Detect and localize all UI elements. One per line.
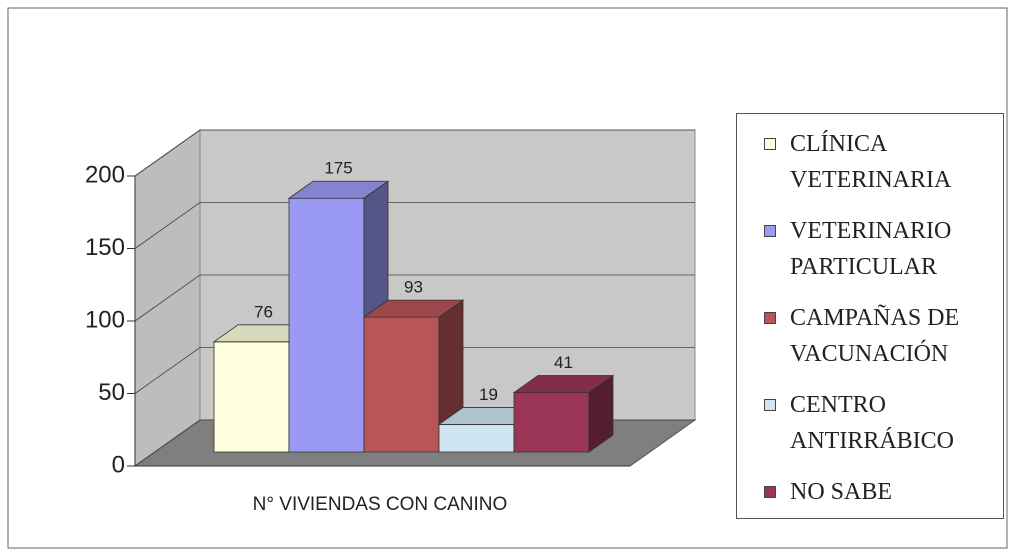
legend: CLÍNICA VETERINARIA VETERINARIO PARTICULA… [736,113,1004,519]
bar-front [288,197,365,453]
legend-swatch [764,225,776,237]
grid-line [134,202,695,249]
bar [512,374,615,453]
bar-side [588,374,614,453]
data-label: 76 [254,302,273,321]
legend-swatch [764,312,776,324]
grid-line [134,347,695,394]
frame [7,7,1008,549]
grid-line [134,129,695,177]
data-label: 93 [404,278,423,297]
grid-line [134,274,695,322]
legend-item: NO SABE [737,474,1010,510]
y-tick-label: 200 [85,161,125,188]
x-category-label: N° VIVIENDAS CON CANINO [253,494,508,515]
data-label: 41 [554,353,573,372]
bar-front [438,424,515,453]
y-tick-label: 100 [85,306,125,333]
legend-label: VETERINARIO PARTICULAR [790,218,952,280]
legend-item: CENTRO ANTIRRÁBICO [737,387,1010,459]
bar [362,299,465,453]
data-label: 19 [479,385,498,404]
legend-swatch [764,486,776,498]
bar-front [213,341,290,453]
y-tick-label: 150 [85,234,125,261]
bar-front [513,392,590,453]
y-tick-label: 50 [98,379,125,406]
legend-label: CENTRO ANTIRRÁBICO [790,392,955,454]
legend-swatch [764,399,776,411]
legend-item: VETERINARIO PARTICULAR [737,213,1010,285]
legend-item: CLÍNICA VETERINARIA [737,126,1010,198]
legend-swatch [764,138,776,150]
bar-front [363,316,440,453]
data-label: 175 [324,159,352,178]
legend-label: CAMPAÑAS DE VACUNACIÓN [790,305,960,367]
legend-label: CLÍNICA VETERINARIA [790,131,952,193]
y-tick-label: 0 [112,451,125,478]
legend-label: NO SABE [790,479,893,505]
legend-item: CAMPAÑAS DE VACUNACIÓN [737,300,1010,372]
